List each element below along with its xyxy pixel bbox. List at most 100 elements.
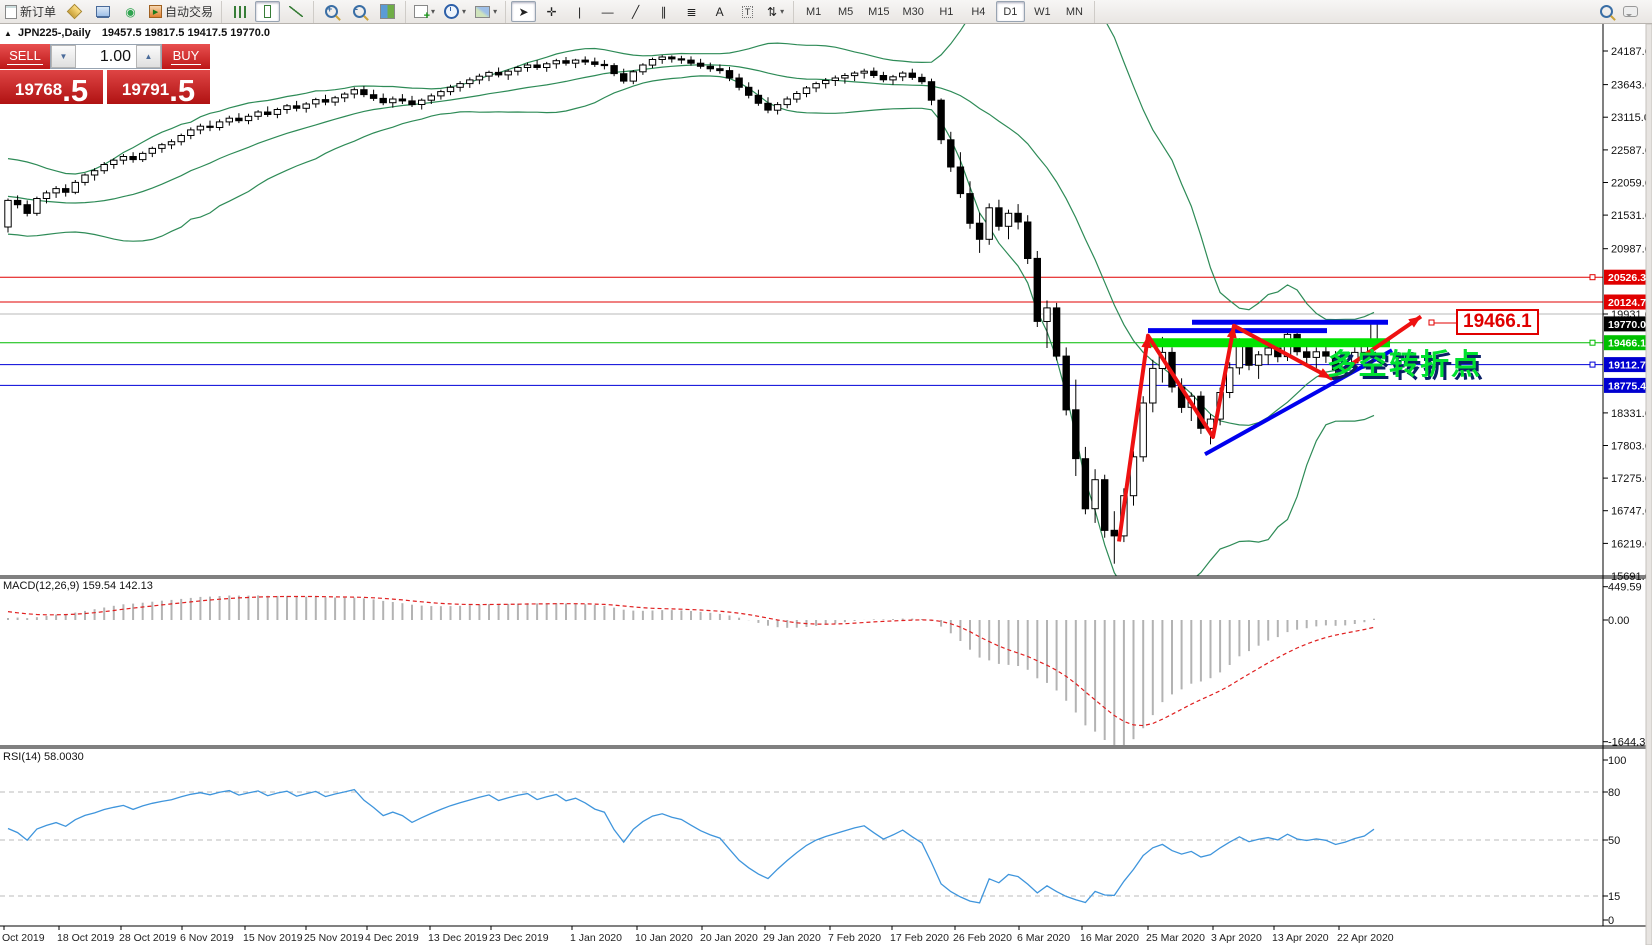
market-watch-button[interactable] — [62, 1, 87, 22]
buy-button[interactable]: BUY — [162, 44, 210, 69]
volume-stepper: ▼ 1.00 ▲ — [50, 44, 162, 69]
volume-decrease-button[interactable]: ▼ — [51, 45, 76, 68]
timeframe-w1[interactable]: W1 — [1034, 5, 1051, 18]
svg-text:13 Apr 2020: 13 Apr 2020 — [1272, 932, 1329, 944]
channel-tool-button[interactable]: ∥ — [651, 1, 676, 22]
arrows-icon: ⇅ — [767, 4, 778, 19]
timeframe-mn[interactable]: MN — [1065, 5, 1083, 18]
new-chart-button[interactable]: ▾ — [411, 1, 438, 22]
price-callout-box[interactable]: 19466.1 — [1456, 309, 1539, 335]
trade-top-row: SELL ▼ 1.00 ▲ BUY — [0, 44, 210, 69]
market-watch-icon — [66, 3, 83, 20]
svg-text:17803.0: 17803.0 — [1611, 441, 1651, 453]
callout-anchor — [1428, 319, 1435, 326]
svg-text:16219.0: 16219.0 — [1611, 538, 1651, 550]
svg-text:18331.0: 18331.0 — [1611, 408, 1651, 420]
drawn-shapes[interactable] — [1117, 314, 1423, 542]
one-click-trading-panel: SELL ▼ 1.00 ▲ BUY 19768 .5 19791 .5 — [0, 44, 210, 106]
svg-text:16747.0: 16747.0 — [1611, 506, 1651, 518]
zoom-in-button[interactable]: + — [319, 1, 344, 22]
toolbar-group-main: 新订单 ◉ ▶ 自动交易 — [0, 0, 223, 23]
scrollbar[interactable] — [1645, 23, 1652, 945]
zoom-out-icon: - — [353, 4, 367, 18]
macd-label: MACD(12,26,9) 159.54 142.13 — [3, 580, 153, 592]
bar-chart-button[interactable] — [227, 1, 252, 22]
volume-increase-button[interactable]: ▲ — [136, 45, 161, 68]
channel-icon: ∥ — [660, 4, 667, 19]
buy-price-button[interactable]: 19791 .5 — [107, 70, 210, 106]
autotrade-label: 自动交易 — [165, 5, 214, 19]
line-chart-button[interactable] — [283, 1, 308, 22]
svg-text:19770.0: 19770.0 — [1608, 319, 1646, 331]
svg-text:20 Jan 2020: 20 Jan 2020 — [700, 932, 758, 944]
horizontal-line-icon: — — [601, 4, 614, 19]
timeframe-m30[interactable]: M30 — [902, 5, 924, 18]
svg-text:-1644.35: -1644.35 — [1608, 737, 1651, 749]
sell-button[interactable]: SELL — [0, 44, 50, 69]
svg-text:22059.0: 22059.0 — [1611, 178, 1651, 190]
bar-chart-icon — [233, 5, 246, 18]
zoom-out-button[interactable]: - — [347, 1, 372, 22]
autotrade-icon: ▶ — [149, 5, 163, 18]
svg-text:18775.4: 18775.4 — [1608, 380, 1646, 392]
profiles-button[interactable]: ▾ — [441, 1, 469, 22]
hline-tool-button[interactable]: — — [595, 1, 620, 22]
timeframe-d1[interactable]: D1 — [995, 1, 1025, 22]
text-tool-icon: A — [715, 4, 724, 19]
trendline-tool-button[interactable]: ╱ — [623, 1, 648, 22]
timeframe-h4[interactable]: H4 — [971, 5, 986, 18]
tile-windows-button[interactable] — [375, 1, 400, 22]
rsi-panel: 100 80 50 15 0 — [0, 755, 1626, 927]
volume-input[interactable]: 1.00 — [99, 47, 131, 65]
trade-price-row: 19768 .5 19791 .5 — [0, 70, 210, 106]
cursor-tool-button[interactable]: ➤ — [511, 1, 537, 22]
buy-label: BUY — [170, 48, 202, 65]
vline-tool-button[interactable]: | — [567, 1, 592, 22]
svg-text:7 Feb 2020: 7 Feb 2020 — [828, 932, 881, 944]
timeframe-m15[interactable]: M15 — [868, 5, 890, 18]
chat-icon[interactable] — [1623, 6, 1638, 17]
timeframe-m5[interactable]: M5 — [837, 5, 854, 18]
svg-text:23 Dec 2019: 23 Dec 2019 — [489, 932, 549, 944]
svg-text:4 Dec 2019: 4 Dec 2019 — [365, 932, 419, 944]
text-tool-button[interactable]: A — [707, 1, 732, 22]
fibonacci-tool-button[interactable]: ≣ — [679, 1, 704, 22]
svg-text:22 Apr 2020: 22 Apr 2020 — [1337, 932, 1394, 944]
chevron-down-icon: ▾ — [431, 7, 436, 16]
svg-text:21531.0: 21531.0 — [1611, 210, 1651, 222]
svg-text:16 Mar 2020: 16 Mar 2020 — [1080, 932, 1139, 944]
svg-text:19112.7: 19112.7 — [1608, 360, 1646, 372]
svg-text:15 Nov 2019: 15 Nov 2019 — [243, 932, 303, 944]
svg-text:29 Jan 2020: 29 Jan 2020 — [763, 932, 821, 944]
toolbar-right — [1600, 5, 1652, 18]
svg-text:6 Nov 2019: 6 Nov 2019 — [180, 932, 234, 944]
svg-text:15691.0: 15691.0 — [1611, 571, 1651, 583]
svg-text:100: 100 — [1608, 755, 1626, 767]
candle-chart-button[interactable] — [255, 1, 281, 22]
timeframe-m1[interactable]: M1 — [805, 5, 822, 18]
indicators-button[interactable]: ▾ — [472, 1, 500, 22]
svg-text:19466.1: 19466.1 — [1608, 338, 1646, 350]
fibonacci-icon: ≣ — [686, 4, 697, 19]
line-chart-icon — [288, 6, 303, 17]
new-order-button[interactable]: 新订单 — [2, 1, 59, 22]
crosshair-tool-button[interactable]: ✛ — [539, 1, 564, 22]
sell-price-button[interactable]: 19768 .5 — [0, 70, 103, 106]
sell-label: SELL — [7, 48, 43, 65]
svg-text:0: 0 — [1608, 915, 1614, 927]
candle-chart-icon — [264, 3, 272, 20]
label-tool-button[interactable]: T — [735, 1, 760, 22]
autotrade-button[interactable]: ▶ 自动交易 — [146, 1, 216, 22]
toolbar-group-chart-type — [222, 0, 315, 23]
label-tool-icon: T — [741, 5, 754, 18]
terminal-button[interactable] — [90, 1, 115, 22]
search-icon[interactable] — [1600, 5, 1613, 18]
flip-point-note: 多空转折点 — [1327, 349, 1483, 381]
terminal-icon — [95, 6, 110, 17]
buy-price-int: 19791 — [121, 80, 170, 99]
symbol-header: ▲ JPN225-,Daily 19457.5 19817.5 19417.5 … — [4, 27, 270, 39]
timeframe-h1[interactable]: H1 — [939, 5, 954, 18]
arrows-tool-button[interactable]: ⇅ ▾ — [763, 1, 788, 22]
navigator-button[interactable]: ◉ — [118, 1, 143, 22]
